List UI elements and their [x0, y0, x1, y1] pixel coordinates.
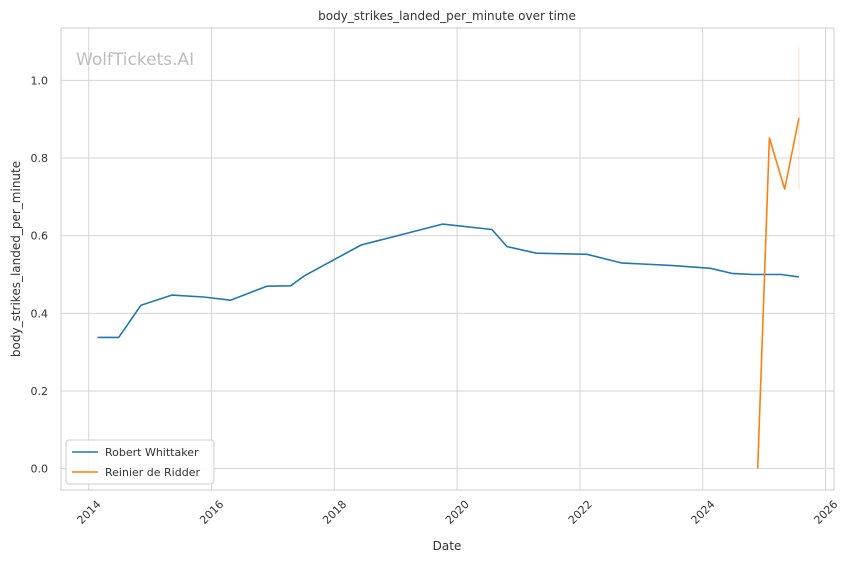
legend-label: Reinier de Ridder [105, 466, 200, 479]
legend: Robert Whittaker Reinier de Ridder [65, 439, 215, 485]
chart-title: body_strikes_landed_per_minute over time [318, 9, 576, 23]
legend-box [65, 439, 215, 485]
y-tick-label: 1.0 [31, 74, 49, 87]
x-axis-label: Date [433, 539, 462, 553]
series-line-0 [97, 223, 800, 339]
y-tick-label: 0.6 [31, 230, 49, 243]
y-tick-label: 0.0 [31, 463, 49, 476]
watermark: WolfTickets.AI [76, 50, 194, 70]
series-layer [97, 47, 800, 469]
series-line-1 [756, 117, 800, 469]
y-axis-ticks: 0.0 0.2 0.4 0.6 0.8 1.0 [31, 74, 49, 475]
legend-label: Robert Whittaker [105, 446, 199, 459]
plot-frame [60, 27, 835, 491]
y-tick-label: 0.4 [31, 307, 49, 320]
y-tick-label: 0.2 [31, 385, 49, 398]
y-tick-label: 0.8 [31, 152, 49, 165]
y-axis-label: body_strikes_landed_per_minute [9, 161, 23, 357]
